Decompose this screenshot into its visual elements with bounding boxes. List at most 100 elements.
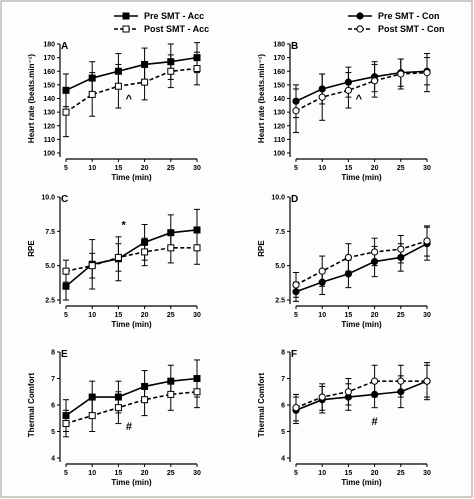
y-tick-label-B-3: 130 xyxy=(273,110,285,117)
y-tick-label-C-1: 5.0 xyxy=(45,263,55,270)
x-tick-label-E-2: 15 xyxy=(115,470,123,477)
x-tick-label-B-2: 15 xyxy=(345,165,353,172)
data-point-D-1-0 xyxy=(292,281,300,289)
series-line-F-1 xyxy=(295,380,427,409)
data-point-D-0-2 xyxy=(344,270,352,278)
series-B-1 xyxy=(292,53,431,134)
x-axis-label-E: Time (min) xyxy=(111,478,152,487)
y-tick-label-A-3: 130 xyxy=(43,110,55,117)
data-point-F-1-5 xyxy=(423,377,431,385)
x-axis-label-F: Time (min) xyxy=(341,478,382,487)
data-point-B-1-0 xyxy=(292,107,300,115)
data-point-E-1-5 xyxy=(193,388,201,396)
series-line-A-1 xyxy=(65,67,198,113)
annotation-E-0: # xyxy=(126,421,132,433)
x-tick-label-A-2: 15 xyxy=(115,165,123,172)
y-tick-label-D-0: 2.5 xyxy=(275,298,285,305)
data-point-A-1-5 xyxy=(193,65,201,73)
legend-right: Pre SMT - Con Post SMT - Con xyxy=(348,11,445,34)
series-D-1 xyxy=(292,225,431,298)
legend-label-left-0: Pre SMT - Acc xyxy=(144,11,204,21)
y-tick-label-F-4: 8 xyxy=(281,350,285,357)
data-point-C-1-2 xyxy=(114,253,122,261)
data-point-A-1-1 xyxy=(88,90,96,98)
series-line-D-0 xyxy=(295,242,428,293)
annotation-B-0: ^ xyxy=(356,94,363,106)
x-tick-label-C-1: 10 xyxy=(88,312,96,319)
x-tick-label-B-4: 25 xyxy=(397,165,405,172)
x-tick-label-F-4: 25 xyxy=(397,470,405,477)
data-point-A-1-2 xyxy=(114,82,122,90)
y-axis-label-D: RPE xyxy=(257,240,266,257)
x-tick-label-D-3: 20 xyxy=(371,312,379,319)
data-point-C-1-1 xyxy=(88,262,96,270)
x-tick-label-E-4: 25 xyxy=(167,470,175,477)
y-tick-label-A-8: 180 xyxy=(43,42,55,49)
panel-a: 100 110 120 130 140 150 160 170 180 5 10 15 20 25 30 Ti… xyxy=(27,41,201,182)
y-tick-label-D-1: 5.0 xyxy=(275,263,285,270)
y-tick-label-A-5: 150 xyxy=(43,82,55,89)
y-tick-label-B-0: 100 xyxy=(273,151,285,158)
x-tick-label-B-3: 20 xyxy=(371,165,379,172)
y-tick-label-F-0: 4 xyxy=(281,456,285,463)
y-tick-label-F-1: 5 xyxy=(281,429,285,436)
x-tick-label-A-4: 25 xyxy=(167,165,175,172)
data-point-F-1-3 xyxy=(371,377,379,385)
data-point-B-1-5 xyxy=(423,69,431,77)
x-tick-label-F-3: 20 xyxy=(371,470,379,477)
legend-marker-right-1 xyxy=(356,25,364,33)
series-line-D-1 xyxy=(295,240,428,286)
x-tick-label-E-3: 20 xyxy=(141,470,149,477)
data-point-D-1-4 xyxy=(397,245,405,253)
x-tick-label-D-0: 5 xyxy=(294,312,298,319)
y-tick-label-E-0: 4 xyxy=(51,456,55,463)
x-tick-label-D-5: 30 xyxy=(423,312,431,319)
y-tick-label-F-2: 6 xyxy=(281,403,285,410)
y-axis-label-F: Thermal Comfort xyxy=(257,372,266,437)
y-tick-label-B-8: 180 xyxy=(273,42,285,49)
x-tick-label-B-5: 30 xyxy=(423,165,431,172)
y-tick-label-D-2: 7.5 xyxy=(275,229,285,236)
panel-label-F: F xyxy=(291,349,297,360)
data-point-D-1-1 xyxy=(318,267,326,275)
x-tick-label-A-0: 5 xyxy=(64,165,68,172)
panel-d: 2.5 5.0 7.5 10.0 5 10 15 20 25 30 Time (min) RPE D xyxy=(257,194,431,329)
y-tick-label-B-7: 170 xyxy=(273,55,285,62)
data-point-F-1-2 xyxy=(344,388,352,396)
data-point-E-1-2 xyxy=(114,404,122,412)
y-tick-label-A-7: 170 xyxy=(43,55,55,62)
x-axis-label-D: Time (min) xyxy=(341,320,382,329)
annotation-C-0: * xyxy=(121,219,126,231)
data-point-F-1-4 xyxy=(397,377,405,385)
x-tick-label-C-5: 30 xyxy=(193,312,201,319)
data-point-B-1-4 xyxy=(397,70,405,78)
y-axis-label-C: RPE xyxy=(27,240,36,257)
legend-label-right-1: Post SMT - Con xyxy=(378,24,445,34)
x-axis-label-A: Time (min) xyxy=(111,173,152,182)
y-tick-label-E-2: 6 xyxy=(51,403,55,410)
panel-label-C: C xyxy=(61,194,68,205)
x-axis-label-C: Time (min) xyxy=(111,320,152,329)
y-axis-label-A: Heart rate (beats.min⁻¹) xyxy=(27,54,36,143)
data-point-E-1-4 xyxy=(167,390,175,398)
x-tick-label-A-3: 20 xyxy=(141,165,149,172)
series-A-1 xyxy=(62,51,201,138)
series-line-C-0 xyxy=(65,229,198,287)
y-tick-label-A-6: 160 xyxy=(43,69,55,76)
series-line-C-1 xyxy=(65,247,197,272)
annotation-A-0: ^ xyxy=(126,94,133,106)
annotation-F-0: # xyxy=(372,416,378,428)
y-tick-label-E-1: 5 xyxy=(51,429,55,436)
y-tick-label-C-3: 10.0 xyxy=(41,195,55,202)
panel-c: 2.5 5.0 7.5 10.0 5 10 15 20 25 30 Time (min) RPE C * xyxy=(27,194,201,329)
x-tick-label-F-2: 15 xyxy=(345,470,353,477)
panel-label-A: A xyxy=(61,41,68,52)
data-point-B-1-1 xyxy=(318,93,326,101)
x-axis-label-B: Time (min) xyxy=(341,173,382,182)
x-tick-label-D-4: 25 xyxy=(397,312,405,319)
legend-marker-right-0 xyxy=(356,12,364,20)
panel-label-E: E xyxy=(61,349,68,360)
legend-label-left-1: Post SMT - Acc xyxy=(144,24,209,34)
